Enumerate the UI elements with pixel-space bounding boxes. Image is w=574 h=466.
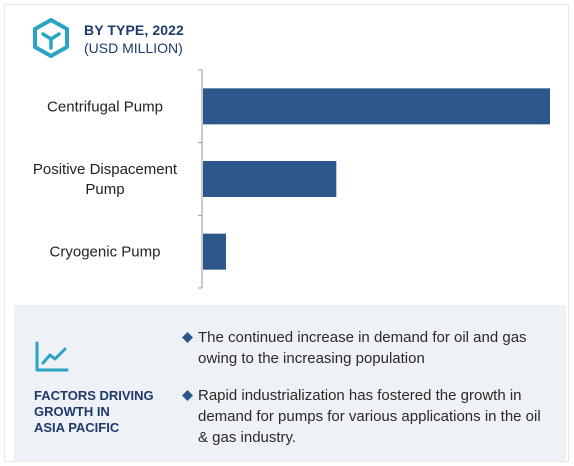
bar-chart: Centrifugal Pump Positive Dispacement Pump…	[33, 69, 550, 289]
bar	[203, 161, 337, 197]
bar	[203, 233, 227, 270]
factor-item: The continued increase in demand for oil…	[182, 327, 552, 369]
chart-subtitle: (USD MILLION)	[84, 40, 183, 56]
bar	[203, 88, 550, 125]
factors-title: FACTORS DRIVING GROWTH IN ASIA PACIFIC	[34, 388, 174, 436]
factors-title-line: GROWTH IN	[34, 404, 110, 419]
factors-panel: FACTORS DRIVING GROWTH IN ASIA PACIFIC T…	[14, 305, 566, 461]
factors-title-line: FACTORS DRIVING	[34, 388, 154, 403]
factor-text: Rapid industrialization has fostered the…	[198, 387, 541, 446]
diamond-bullet-icon	[182, 390, 193, 401]
trend-up-icon	[35, 341, 69, 372]
category-label: Positive Dispacement Pump	[33, 161, 178, 198]
category-label: Centrifugal Pump	[47, 98, 163, 115]
diamond-bullet-icon	[182, 332, 193, 343]
chart-title: BY TYPE, 2022	[84, 22, 184, 38]
category-label: Cryogenic Pump	[50, 244, 161, 261]
cube-outline-icon	[33, 18, 69, 58]
factors-title-line: ASIA PACIFIC	[34, 420, 120, 435]
factor-text: The continued increase in demand for oil…	[198, 329, 527, 367]
factor-item: Rapid industrialization has fostered the…	[182, 385, 552, 448]
